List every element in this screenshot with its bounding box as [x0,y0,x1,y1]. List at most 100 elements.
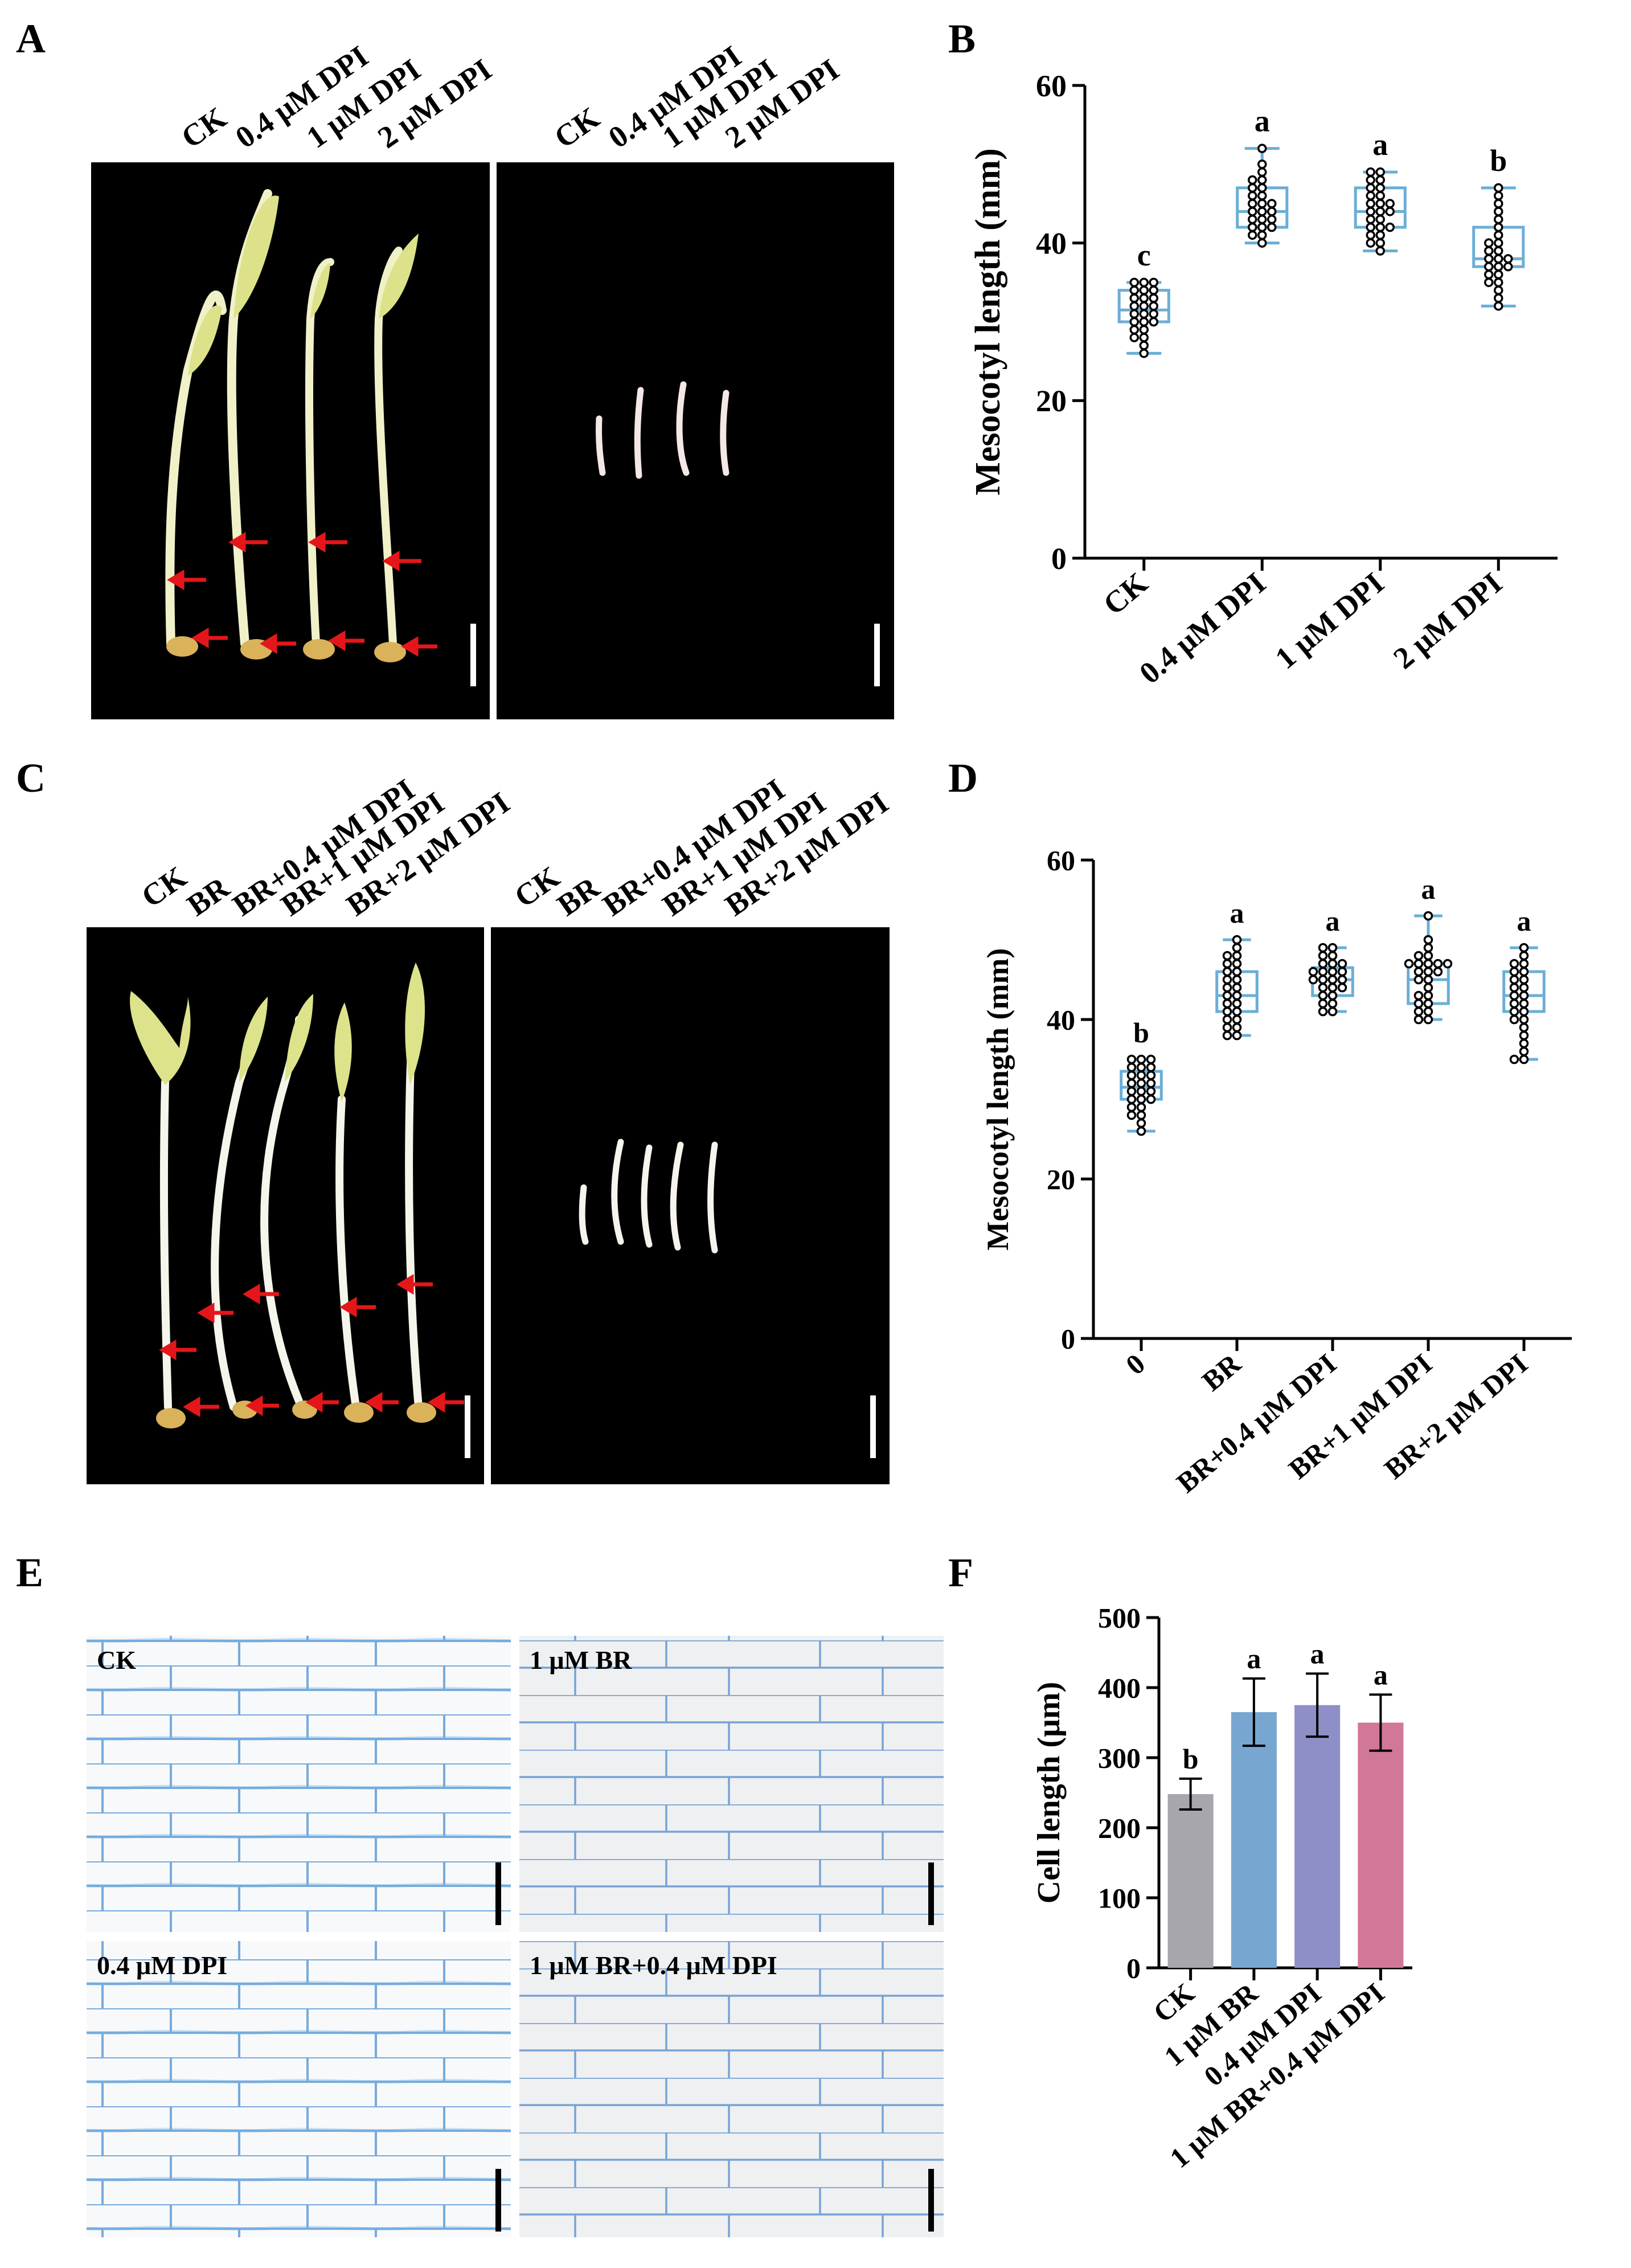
point-D-1-13 [1222,982,1232,993]
point-B-3-23 [1494,183,1503,193]
point-B-1-0 [1257,238,1267,248]
point-D-2-4 [1327,990,1338,1001]
point-D-0-0 [1136,1126,1146,1136]
panel-c-left-labels: CK BR BR+0.4 μM DPI BR+1 μM DPI BR+2 μM … [135,772,515,923]
point-B-3-12 [1503,254,1513,264]
point-B-3-14 [1484,246,1494,256]
category-label-B-0: CK [1097,566,1154,621]
point-B-2-17 [1366,191,1375,200]
point-D-1-5 [1222,1014,1232,1025]
point-D-2-19 [1337,959,1347,969]
point-D-1-10 [1232,990,1242,1001]
point-B-1-7 [1248,214,1257,224]
scale-bar-e-ck [495,1862,501,1925]
point-B-2-21 [1366,175,1375,185]
point-D-1-2 [1232,1022,1242,1033]
significance-letter-B-2: a [1372,128,1388,162]
category-label-B-1: 0.4 μM DPI [1133,566,1272,690]
point-D-4-15 [1509,982,1519,993]
point-B-1-14 [1267,199,1277,208]
point-B-3-19 [1494,214,1503,224]
panel-a-left-labels: CK 0.4 μM DPI 1 μM DPI 2 μM DPI [175,39,498,154]
point-B-0-20 [1149,285,1158,295]
significance-letter-D-4: a [1517,905,1531,937]
point-D-1-6 [1232,1006,1242,1017]
point-D-0-8 [1146,1094,1156,1104]
point-D-1-17 [1222,967,1232,977]
point-D-1-22 [1232,943,1242,953]
point-B-0-23 [1149,277,1158,288]
point-D-1-21 [1222,951,1232,961]
point-B-3-11 [1484,254,1494,264]
point-D-2-5 [1318,990,1328,1001]
significance-letter-B-0: c [1137,238,1151,272]
point-D-3-6 [1423,990,1433,1001]
red-arrows-c [159,1274,464,1418]
point-B-3-0 [1494,301,1503,311]
point-D-2-18 [1318,959,1328,969]
point-B-2-3 [1375,230,1385,240]
label-a-right-0: CK [548,100,605,155]
point-D-1-23 [1232,935,1242,945]
point-B-1-9 [1257,207,1267,216]
point-D-3-18 [1443,959,1453,969]
point-D-0-15 [1136,1070,1146,1080]
label-c-left-0: CK [135,859,192,914]
point-D-3-3 [1413,1006,1424,1017]
label-a-left-0: CK [175,100,232,155]
point-D-3-9 [1423,975,1433,985]
micrograph-label-ck: CK [97,1645,136,1675]
panel-letter-c: C [16,755,46,801]
label-c-right-0: CK [508,859,565,914]
point-D-0-16 [1126,1070,1137,1080]
point-D-3-20 [1413,951,1424,961]
mesocotyls-a [596,381,730,479]
point-D-4-14 [1519,982,1529,993]
category-label-D-1: BR [1196,1347,1247,1397]
point-D-2-11 [1337,975,1347,985]
photo-c-right-background [491,927,890,1484]
point-D-0-5 [1126,1102,1137,1112]
point-B-2-2 [1366,238,1375,248]
point-B-2-19 [1366,183,1375,193]
point-D-3-23 [1423,911,1433,921]
point-D-1-12 [1232,982,1242,993]
photo-a-right-background [497,162,894,719]
point-B-0-11 [1149,309,1158,319]
significance-letter-D-3: a [1421,873,1436,905]
point-B-0-9 [1139,309,1149,319]
scale-bar-e-br-dpi [928,2169,934,2232]
point-D-4-0 [1519,1054,1529,1065]
point-D-3-2 [1423,1006,1433,1017]
point-D-4-22 [1519,951,1529,961]
point-B-3-22 [1494,191,1503,200]
chart-b: 0 20 40 60 Mesocotyl length (mm) CK0.4 μM DPI… [969,69,1558,690]
point-D-0-14 [1146,1078,1156,1088]
point-D-0-7 [1126,1094,1137,1104]
point-B-3-8 [1484,261,1494,272]
panel-a-right-labels: CK 0.4 μM DPI 1 μM DPI 2 μM DPI [548,39,845,154]
point-B-2-22 [1375,167,1385,177]
point-B-3-16 [1484,238,1494,248]
y-tick-label-F-1: 100 [1098,1882,1141,1914]
point-D-4-6 [1519,1014,1529,1025]
point-B-3-17 [1494,230,1503,240]
point-D-0-3 [1126,1110,1137,1120]
point-B-2-11 [1366,207,1375,216]
panel-letter-a: A [16,16,46,62]
point-B-3-5 [1494,269,1503,280]
point-D-0-6 [1136,1094,1146,1104]
point-D-2-22 [1327,943,1338,953]
point-B-3-6 [1484,269,1494,280]
point-D-3-8 [1423,982,1433,993]
point-D-4-5 [1519,1022,1529,1033]
point-B-2-12 [1385,207,1395,216]
point-D-0-2 [1136,1110,1146,1120]
y-tick-label-F-4: 400 [1098,1672,1141,1704]
point-B-1-17 [1257,183,1267,193]
point-D-4-18 [1519,967,1529,977]
point-D-2-14 [1318,967,1328,977]
